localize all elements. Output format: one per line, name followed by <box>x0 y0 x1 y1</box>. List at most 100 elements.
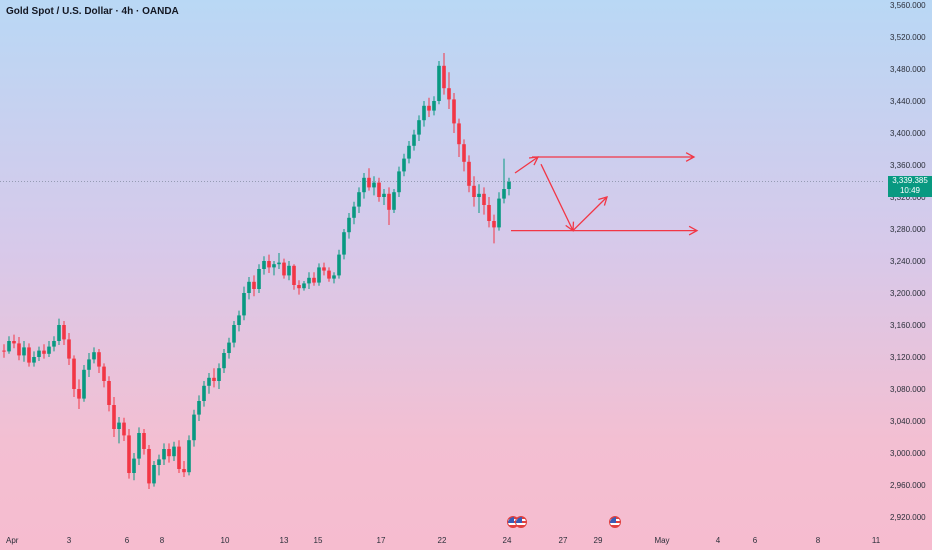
candle-body <box>342 232 346 255</box>
candle-body <box>122 422 126 436</box>
candle-body <box>197 401 201 415</box>
candle-body <box>367 177 371 188</box>
candle-body <box>57 325 61 341</box>
candle-body <box>327 270 331 279</box>
candle-body <box>182 469 186 473</box>
candle-body <box>222 353 226 369</box>
candle-body <box>137 433 141 459</box>
price-tick-label: 3,560.000 <box>890 1 926 10</box>
candle-body <box>447 88 451 100</box>
candle-body <box>147 449 151 484</box>
candle-body <box>377 182 381 197</box>
path-arrowhead <box>528 156 540 166</box>
candle-body <box>372 182 376 188</box>
price-tick-label: 3,120.000 <box>890 353 926 362</box>
candle-body <box>92 352 96 360</box>
candle-body <box>252 281 256 289</box>
price-tick-label: 3,480.000 <box>890 65 926 74</box>
time-tick-label: 24 <box>503 536 512 545</box>
candle-body <box>277 262 281 265</box>
candle-body <box>12 341 16 344</box>
current-price-value: 3,339.385 <box>892 176 928 185</box>
candle-body <box>437 65 441 101</box>
candle-body <box>157 459 161 465</box>
time-tick-label: 22 <box>438 536 447 545</box>
candle-body <box>82 369 86 399</box>
candle-body <box>397 171 401 193</box>
candle-body <box>192 414 196 441</box>
candle-body <box>87 359 91 370</box>
time-tick-label: Apr <box>6 536 19 545</box>
candle-body <box>477 193 481 197</box>
candle-body <box>52 341 56 347</box>
candle-body <box>72 358 76 389</box>
time-tick-label: 3 <box>67 536 72 545</box>
time-tick-label: 6 <box>753 536 758 545</box>
candle-body <box>127 435 131 473</box>
candle-body <box>282 262 286 276</box>
time-tick-label: 27 <box>559 536 568 545</box>
candle-body <box>382 193 386 197</box>
us-flag-icon[interactable] <box>515 516 527 528</box>
candle-body <box>427 105 431 111</box>
candle-body <box>37 350 41 357</box>
candle-body <box>187 440 191 473</box>
candle-body <box>77 389 81 399</box>
price-tick-label: 3,440.000 <box>890 97 926 106</box>
candle-body <box>312 277 316 283</box>
candle-body <box>357 192 361 207</box>
candle-body <box>457 123 461 145</box>
price-tick-label: 3,200.000 <box>890 289 926 298</box>
price-tick-label: 3,000.000 <box>890 449 926 458</box>
candle-body <box>337 254 341 276</box>
candle-body <box>152 465 156 484</box>
candle-body <box>217 368 221 381</box>
path-segment <box>514 156 539 174</box>
chart-title: Gold Spot / U.S. Dollar · 4h · OANDA <box>6 6 179 17</box>
candle-body <box>177 446 181 469</box>
candle-body <box>452 99 456 124</box>
candle-body <box>7 341 11 352</box>
candle-body <box>387 193 391 210</box>
candle-body <box>267 261 271 268</box>
candle-body <box>347 217 351 233</box>
price-tick-label: 3,160.000 <box>890 321 926 330</box>
candle-body <box>392 192 396 210</box>
price-axis[interactable]: 3,560.000 3,520.000 3,480.000 3,440.000 3,40… <box>890 1 926 522</box>
candle-body <box>272 264 276 268</box>
path-segment <box>572 196 608 232</box>
candle-body <box>67 339 71 359</box>
candle-body <box>162 449 166 460</box>
candle-body <box>47 346 51 354</box>
candle-body <box>287 265 291 276</box>
time-tick-label: 10 <box>221 536 230 545</box>
us-flag-icon[interactable] <box>609 516 621 528</box>
ray-arrowhead <box>685 152 696 162</box>
time-tick-label: 6 <box>125 536 130 545</box>
candle-body <box>297 285 301 289</box>
time-tick-label: 4 <box>716 536 721 545</box>
candle-body <box>247 281 251 293</box>
candle-body <box>132 458 136 473</box>
candle-body <box>62 325 66 340</box>
candle-body <box>422 105 426 121</box>
candle-body <box>112 405 116 429</box>
time-axis[interactable]: Apr 3 6 8 10 13 15 17 22 24 27 29 May 4 6 8 11 <box>6 536 881 545</box>
candle-body <box>232 325 236 343</box>
candle-body <box>352 206 356 218</box>
time-tick-label: May <box>654 536 669 545</box>
price-tick-label: 2,960.000 <box>890 481 926 490</box>
candle-body <box>257 269 261 289</box>
candle-body <box>42 350 46 354</box>
candle-body <box>207 377 211 386</box>
price-tick-label: 3,280.000 <box>890 225 926 234</box>
time-tick-label: 8 <box>816 536 821 545</box>
price-tick-label: 3,400.000 <box>890 129 926 138</box>
candle-body <box>302 283 306 289</box>
price-tick-label: 3,080.000 <box>890 385 926 394</box>
candle-body <box>412 134 416 146</box>
candle-body <box>262 261 266 269</box>
price-tick-label: 2,920.000 <box>890 513 926 522</box>
